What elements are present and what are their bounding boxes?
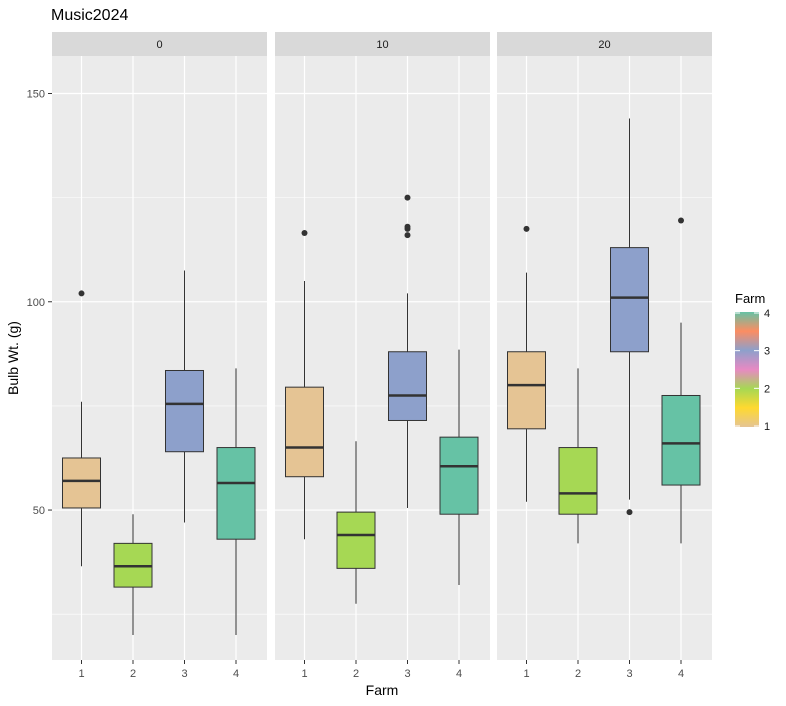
x-tick-label: 1	[301, 668, 307, 680]
facet-panel-10: 10 1 2 3 4	[275, 32, 490, 680]
legend: Farm 4 3 2 1	[735, 291, 770, 433]
y-tick-label: 100	[27, 297, 45, 309]
facet-panel-20: 20 1 2 3 4	[497, 32, 712, 680]
box	[439, 436, 479, 515]
boxplot-farm-1	[285, 230, 324, 540]
x-tick-label: 1	[78, 668, 84, 680]
outlier-point	[404, 194, 411, 201]
boxplot-farm-3	[388, 194, 427, 508]
boxplot-farm-1	[507, 225, 546, 502]
facet-strip	[52, 32, 267, 56]
box	[610, 247, 649, 353]
boxplot-farm-2	[113, 514, 153, 636]
y-axis-title: Bulb Wt. (g)	[5, 321, 21, 395]
facet-strip-label: 0	[156, 39, 162, 51]
boxplot-farm-4	[439, 349, 479, 586]
outlier-point	[523, 225, 530, 232]
facet-panel-0: 0 1 2 3 4	[52, 32, 267, 680]
legend-label: 4	[764, 308, 770, 320]
outlier-point	[678, 217, 684, 224]
y-axis: 50 100 150	[27, 88, 52, 517]
facet-strip	[275, 32, 490, 56]
box	[62, 457, 101, 509]
box	[336, 511, 376, 569]
box	[165, 369, 204, 453]
x-tick-label: 4	[456, 668, 462, 680]
x-tick-label: 1	[523, 668, 529, 680]
panel-background	[275, 56, 490, 660]
boxplot-farm-2	[558, 368, 598, 544]
legend-title: Farm	[735, 291, 765, 306]
x-tick-label: 3	[404, 668, 410, 680]
facet-panels: 0 1 2 3 4 10 1 2 3 4 20 1 2 3 4	[52, 32, 712, 680]
box	[388, 351, 427, 421]
outlier-point	[626, 509, 633, 516]
legend-colorbar	[735, 312, 759, 427]
boxplot-farm-4	[661, 217, 701, 544]
legend-label: 1	[764, 421, 770, 433]
x-tick-label: 3	[181, 668, 187, 680]
outlier-point	[301, 230, 308, 237]
x-tick-label: 4	[233, 668, 239, 680]
box	[216, 447, 256, 540]
boxplot-farm-3	[165, 270, 204, 523]
outlier-point	[78, 290, 85, 297]
box	[507, 351, 546, 430]
boxplot-farm-2	[336, 441, 376, 604]
legend-label: 3	[764, 346, 770, 358]
boxplot-farm-4	[216, 368, 256, 636]
legend-label: 2	[764, 383, 770, 395]
x-axis-title: Farm	[366, 682, 399, 698]
x-tick-label: 2	[575, 668, 581, 680]
facet-strip-label: 10	[376, 39, 388, 51]
y-tick-label: 50	[33, 505, 45, 517]
chart-title: Music2024	[51, 7, 128, 24]
outlier-point	[404, 223, 411, 230]
x-tick-label: 4	[678, 668, 684, 680]
facet-strip-label: 20	[598, 39, 610, 51]
box	[558, 447, 598, 515]
boxplot-farm-1	[62, 290, 101, 567]
y-tick-label: 150	[27, 88, 45, 100]
x-tick-label: 2	[353, 668, 359, 680]
box	[661, 394, 701, 486]
box	[285, 386, 324, 478]
boxplot-farm-3	[610, 118, 649, 516]
x-tick-label: 2	[130, 668, 136, 680]
facet-strip	[497, 32, 712, 56]
outlier-point	[404, 232, 411, 239]
panel-background	[52, 56, 267, 660]
x-tick-label: 3	[626, 668, 632, 680]
